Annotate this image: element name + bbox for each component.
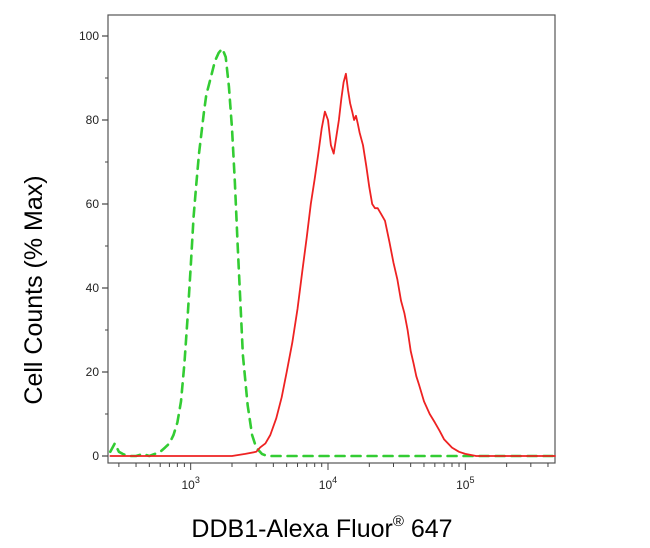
x-axis-title: DDB1-Alexa Fluor® 647	[191, 513, 452, 543]
y-tick-label: 60	[86, 197, 100, 211]
y-tick-label: 0	[92, 449, 99, 463]
control-histogram-line	[109, 47, 557, 458]
x-tick-label-base: 10	[319, 478, 333, 492]
x-tick-label: 103	[181, 475, 199, 492]
y-tick-label: 80	[86, 113, 100, 127]
x-axis-title-registered-mark: ®	[393, 513, 404, 530]
x-axis-title-main: DDB1-Alexa Fluor	[191, 515, 392, 543]
plot-frame	[107, 14, 556, 464]
sample-histogram-line	[109, 72, 556, 457]
x-axis: 103 104 105	[118, 463, 549, 492]
x-tick-label: 105	[456, 475, 474, 492]
x-tick-label-exponent: 3	[195, 475, 200, 485]
series-layer	[109, 47, 557, 458]
x-tick-label-base: 10	[181, 478, 195, 492]
y-tick-label: 20	[86, 365, 100, 379]
x-axis-title-tail: 647	[404, 515, 453, 543]
y-tick-label: 40	[86, 281, 100, 295]
x-tick-label-exponent: 5	[469, 475, 474, 485]
x-tick-label-exponent: 4	[332, 475, 337, 485]
x-tick-label-base: 10	[456, 478, 470, 492]
y-tick-label: 100	[79, 29, 99, 43]
x-tick-label: 104	[319, 475, 337, 492]
y-axis: 0 20 40 60 80 100	[79, 29, 108, 463]
y-axis-title: Cell Counts (% Max)	[20, 175, 48, 404]
